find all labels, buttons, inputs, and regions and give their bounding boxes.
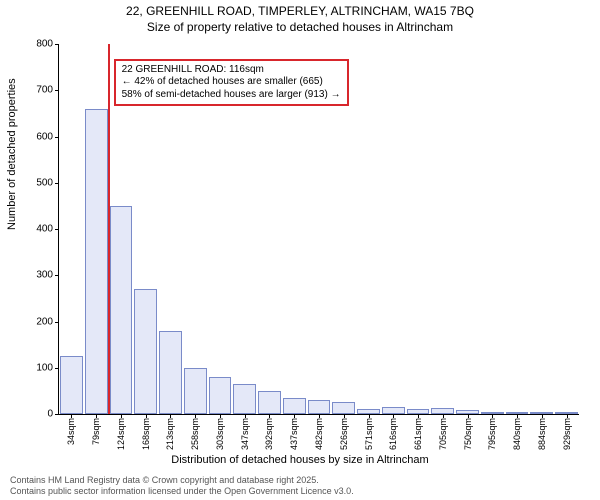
annotation-line-3: 58% of semi-detached houses are larger (… — [122, 89, 341, 102]
xtick-label: 795sqm — [487, 418, 497, 450]
xtick-label: 571sqm — [364, 418, 374, 450]
ytick-mark — [55, 90, 59, 91]
xtick-label: 79sqm — [91, 418, 101, 445]
y-axis-label: Number of detached properties — [6, 78, 18, 230]
histogram-bar — [209, 377, 232, 414]
ytick-mark — [55, 44, 59, 45]
xtick-label: 34sqm — [66, 418, 76, 445]
histogram-bar — [134, 289, 157, 414]
chart-container: 22, GREENHILL ROAD, TIMPERLEY, ALTRINCHA… — [0, 0, 600, 500]
footer-line-2: Contains public sector information licen… — [10, 486, 354, 497]
reference-line — [108, 44, 110, 414]
histogram-bar — [233, 384, 256, 414]
ytick-mark — [55, 137, 59, 138]
ytick-mark — [55, 275, 59, 276]
ytick-label: 300 — [36, 270, 53, 281]
ytick-mark — [55, 414, 59, 415]
title-line-1: 22, GREENHILL ROAD, TIMPERLEY, ALTRINCHA… — [0, 4, 600, 20]
xtick-label: 616sqm — [388, 418, 398, 450]
xtick-label: 347sqm — [240, 418, 250, 450]
xtick-label: 392sqm — [264, 418, 274, 450]
ytick-mark — [55, 183, 59, 184]
histogram-bar — [283, 398, 306, 414]
plot-area: 010020030040050060070080034sqm79sqm124sq… — [58, 44, 579, 415]
xtick-label: 705sqm — [438, 418, 448, 450]
histogram-bar — [110, 206, 133, 414]
xtick-label: 526sqm — [339, 418, 349, 450]
ytick-label: 500 — [36, 177, 53, 188]
histogram-bar — [159, 331, 182, 414]
annotation-box: 22 GREENHILL ROAD: 116sqm← 42% of detach… — [114, 59, 349, 107]
ytick-mark — [55, 322, 59, 323]
ytick-label: 0 — [47, 409, 53, 420]
histogram-bar — [60, 356, 83, 414]
ytick-label: 400 — [36, 224, 53, 235]
ytick-label: 700 — [36, 85, 53, 96]
xtick-label: 258sqm — [190, 418, 200, 450]
histogram-bar — [332, 402, 355, 414]
histogram-bar — [258, 391, 281, 414]
ytick-mark — [55, 368, 59, 369]
xtick-label: 437sqm — [289, 418, 299, 450]
x-axis-label: Distribution of detached houses by size … — [0, 454, 600, 466]
xtick-label: 124sqm — [116, 418, 126, 450]
histogram-bar — [308, 400, 331, 414]
xtick-label: 482sqm — [314, 418, 324, 450]
histogram-bar — [184, 368, 207, 414]
histogram-bar — [85, 109, 108, 414]
xtick-label: 303sqm — [215, 418, 225, 450]
xtick-label: 213sqm — [165, 418, 175, 450]
ytick-mark — [55, 229, 59, 230]
ytick-label: 800 — [36, 39, 53, 50]
title-block: 22, GREENHILL ROAD, TIMPERLEY, ALTRINCHA… — [0, 0, 600, 35]
title-line-2: Size of property relative to detached ho… — [0, 20, 600, 36]
footer-line-1: Contains HM Land Registry data © Crown c… — [10, 475, 354, 486]
histogram-bar — [382, 407, 405, 414]
attribution-footer: Contains HM Land Registry data © Crown c… — [10, 475, 354, 497]
annotation-line-1: 22 GREENHILL ROAD: 116sqm — [122, 64, 341, 77]
annotation-line-2: ← 42% of detached houses are smaller (66… — [122, 76, 341, 89]
ytick-label: 600 — [36, 131, 53, 142]
xtick-label: 661sqm — [413, 418, 423, 450]
xtick-label: 884sqm — [537, 418, 547, 450]
xtick-label: 168sqm — [141, 418, 151, 450]
xtick-label: 750sqm — [463, 418, 473, 450]
ytick-label: 100 — [36, 362, 53, 373]
xtick-label: 840sqm — [512, 418, 522, 450]
ytick-label: 200 — [36, 316, 53, 327]
xtick-label: 929sqm — [562, 418, 572, 450]
